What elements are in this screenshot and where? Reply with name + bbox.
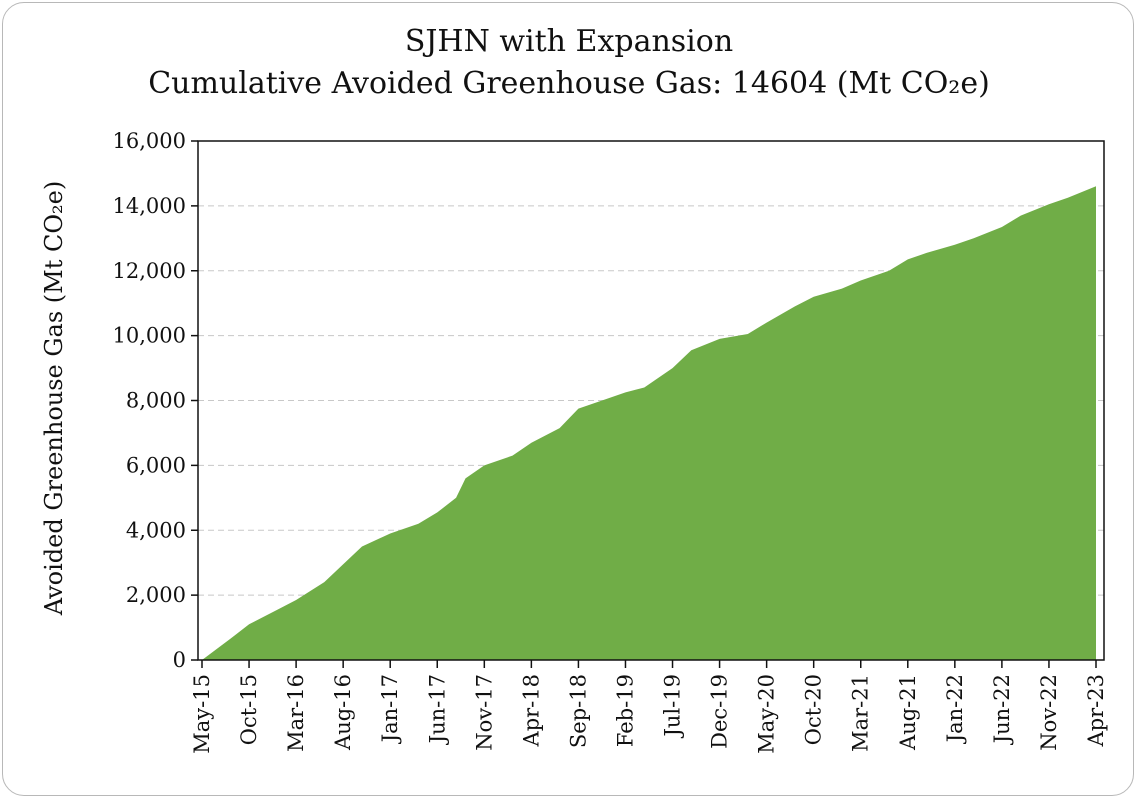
x-tick-label: Nov-22 [1037, 674, 1061, 751]
x-tick-label: Jun-22 [990, 674, 1014, 745]
x-tick-label: Aug-21 [896, 674, 920, 751]
x-axis-ticks: May-15 Oct-15 Mar-16 Aug-16 Jan-17 Jun-17 Nov-… [190, 660, 1108, 754]
y-tick-label: 16,000 [113, 129, 186, 153]
x-tick-label: Mar-16 [284, 674, 308, 752]
y-tick-label: 10,000 [113, 324, 186, 348]
x-tick-label: Nov-17 [472, 674, 496, 751]
chart-subtitle: Cumulative Avoided Greenhouse Gas: 14604… [148, 66, 990, 101]
y-tick-label: 2,000 [126, 583, 186, 607]
x-tick-label: May-15 [190, 674, 214, 754]
y-axis-label: Avoided Greenhouse Gas (Mt CO₂e) [40, 181, 68, 616]
y-tick-label: 4,000 [126, 518, 186, 542]
area-series [202, 186, 1096, 661]
y-tick-label: 12,000 [113, 259, 186, 283]
x-tick-label: Jan-22 [943, 674, 967, 744]
x-tick-label: Apr-18 [519, 674, 543, 747]
y-axis-ticks: 0 2,000 4,000 6,000 8,000 10,000 12,000 14,000 1… [113, 129, 198, 672]
x-tick-label: Jun-17 [425, 674, 449, 745]
x-tick-label: Jul-19 [661, 674, 685, 738]
x-tick-label: Feb-19 [614, 674, 638, 747]
x-tick-label: Aug-16 [331, 674, 355, 751]
area-layer [202, 186, 1096, 661]
chart-title: SJHN with Expansion [404, 24, 734, 59]
x-tick-label: Apr-23 [1084, 674, 1108, 747]
x-tick-label: Oct-15 [237, 674, 261, 745]
x-tick-label: Sep-18 [566, 674, 590, 748]
x-tick-label: Oct-20 [802, 674, 826, 745]
x-tick-label: Jan-17 [378, 674, 402, 744]
x-tick-label: Dec-19 [708, 674, 732, 749]
x-tick-label: May-20 [755, 674, 779, 754]
y-tick-label: 0 [173, 648, 186, 672]
y-tick-label: 6,000 [126, 453, 186, 477]
x-tick-label: Mar-21 [849, 674, 873, 752]
y-tick-label: 8,000 [126, 389, 186, 413]
y-tick-label: 14,000 [113, 194, 186, 218]
